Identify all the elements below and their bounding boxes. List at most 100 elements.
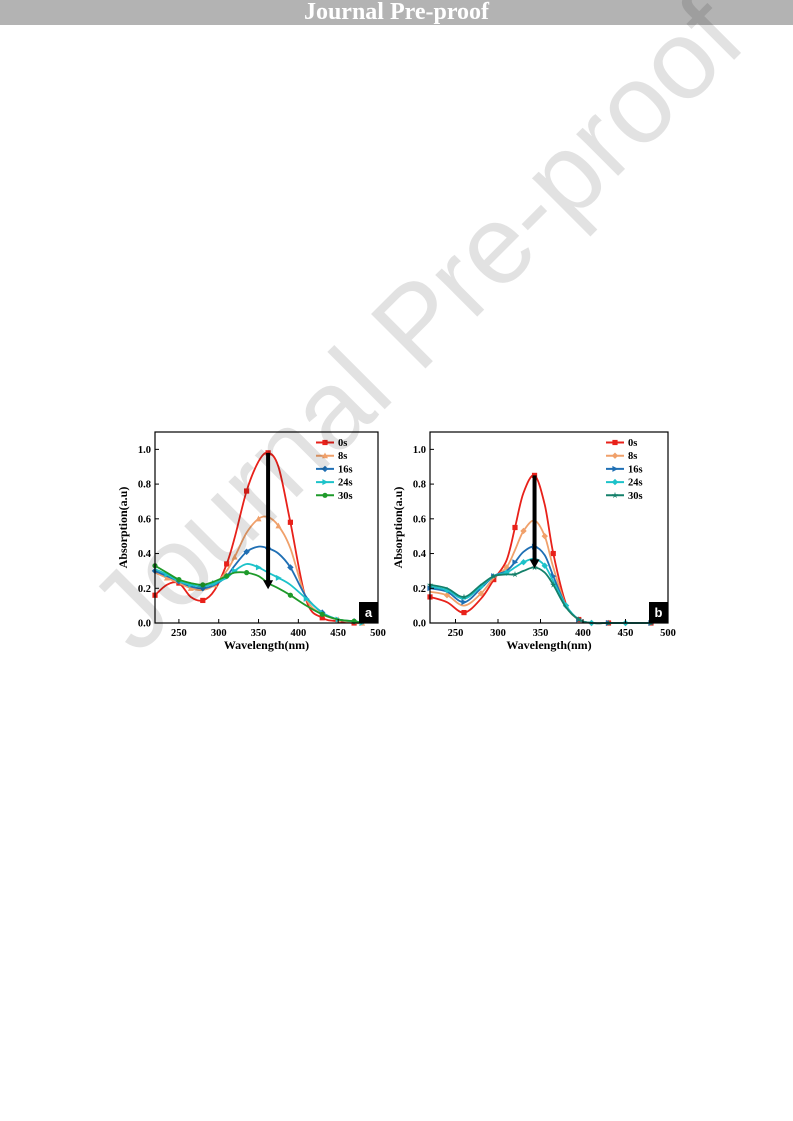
- panel-label: a: [365, 605, 373, 620]
- legend-marker-8s: [611, 452, 619, 459]
- data-point-0s: [287, 519, 293, 525]
- x-tick-label: 250: [448, 628, 464, 639]
- x-tick-label: 350: [533, 628, 549, 639]
- x-tick-label: 250: [171, 628, 187, 639]
- y-tick-label: 0.6: [138, 514, 151, 525]
- legend-label-0s: 0s: [628, 438, 637, 449]
- data-point-30s: [176, 576, 182, 583]
- data-point-24s: [303, 595, 310, 602]
- series-line-24s: [154, 563, 363, 624]
- data-point-24s: [503, 569, 510, 576]
- series-line-0s: [154, 451, 363, 625]
- data-point-8s: [231, 553, 238, 560]
- data-point-0s: [319, 615, 325, 621]
- legend-label-8s: 8s: [338, 451, 347, 462]
- data-point-16s: [287, 564, 294, 571]
- data-point-30s: [287, 592, 293, 598]
- x-tick-label: 350: [251, 628, 267, 639]
- data-point-8s: [187, 585, 194, 591]
- data-point-0s: [461, 609, 467, 616]
- data-point-30s: [460, 593, 468, 600]
- y-tick-label: 0.8: [413, 480, 426, 491]
- data-point-0s: [224, 561, 230, 567]
- plot-frame: [429, 431, 669, 624]
- data-point-0s: [512, 524, 518, 531]
- data-point-8s: [477, 590, 485, 597]
- x-tick-label: 500: [660, 628, 676, 639]
- data-point-24s: [443, 586, 451, 594]
- legend-label-24s: 24s: [628, 478, 643, 489]
- plot-frame: [154, 431, 379, 624]
- legend-marker-30s: [322, 492, 328, 498]
- legend-label-16s: 16s: [628, 464, 643, 475]
- x-tick-label: 500: [370, 628, 386, 639]
- y-tick-label: 0.4: [138, 549, 152, 560]
- data-point-30s: [550, 581, 557, 588]
- data-point-30s: [319, 611, 325, 617]
- legend-label-30s: 30s: [628, 491, 643, 502]
- y-tick-label: 0.0: [138, 619, 151, 630]
- decrease-arrow-head: [529, 559, 540, 569]
- data-point-16s: [461, 599, 468, 606]
- data-point-0s: [550, 550, 556, 557]
- x-tick-label: 450: [618, 628, 634, 639]
- x-tick-label: 300: [211, 628, 227, 639]
- x-tick-label: 400: [290, 628, 306, 639]
- legend-label-16s: 16s: [338, 464, 353, 475]
- legend-label-24s: 24s: [338, 478, 353, 489]
- legend-label-8s: 8s: [628, 451, 637, 462]
- data-point-24s: [255, 564, 262, 571]
- y-tick-label: 1.0: [138, 445, 151, 456]
- legend-marker-16s: [612, 465, 619, 472]
- data-point-0s: [243, 488, 250, 494]
- y-tick-label: 0.2: [138, 584, 151, 595]
- legend-marker-0s: [322, 439, 328, 446]
- data-point-30s: [224, 573, 230, 579]
- y-axis-label: Absorption(a.u): [116, 487, 130, 569]
- data-point-24s: [520, 559, 527, 566]
- y-tick-label: 0.0: [413, 619, 426, 630]
- y-tick-label: 0.2: [413, 584, 426, 595]
- data-point-30s: [575, 616, 582, 623]
- legend-marker-24s: [322, 479, 329, 486]
- series-line-16s: [154, 545, 363, 624]
- series-line-30s: [154, 564, 363, 624]
- data-point-30s: [511, 571, 519, 578]
- data-point-8s: [541, 532, 548, 540]
- panel-label: b: [655, 605, 663, 620]
- x-tick-label: 300: [490, 628, 506, 639]
- y-tick-label: 1.0: [413, 445, 426, 456]
- legend-marker-8s: [322, 452, 328, 459]
- x-tick-label: 400: [575, 628, 591, 639]
- data-point-16s: [512, 559, 519, 566]
- journal-banner: Journal Pre-proof: [0, 0, 793, 25]
- data-point-8s: [255, 515, 262, 522]
- legend-marker-30s: [611, 491, 619, 499]
- y-axis-label: Absorption(a.u): [391, 487, 405, 569]
- series-line-8s: [429, 519, 651, 625]
- data-point-16s: [243, 548, 250, 556]
- legend-label-30s: 30s: [338, 491, 353, 502]
- chart-panel-a: 250 300 350 400 450 500 0.0 0.2 0.4 0.6 0.8 1.0 Wave…: [116, 431, 386, 652]
- legend-label-0s: 0s: [338, 438, 347, 449]
- legend-marker-0s: [612, 439, 618, 446]
- y-tick-label: 0.6: [413, 514, 426, 525]
- data-point-8s: [275, 522, 282, 529]
- data-point-8s: [163, 574, 170, 581]
- chart-panel-b: 250 300 350 400 450 500 0.0 0.2 0.4 0.6 0.8 1.0 Wave…: [391, 431, 676, 652]
- data-point-8s: [443, 592, 451, 599]
- data-point-0s: [200, 597, 206, 604]
- series-line-8s: [154, 515, 363, 625]
- legend-marker-24s: [611, 478, 619, 486]
- data-point-24s: [275, 574, 282, 581]
- data-point-8s: [520, 527, 527, 535]
- data-point-8s: [503, 564, 510, 571]
- data-point-0s: [491, 576, 497, 583]
- y-tick-label: 0.8: [138, 480, 151, 491]
- panel-label-box: [359, 602, 378, 623]
- data-point-30s: [200, 582, 206, 588]
- decrease-arrow-head: [263, 580, 274, 590]
- x-axis-label: Wavelength(nm): [506, 638, 591, 652]
- data-point-24s: [541, 562, 548, 569]
